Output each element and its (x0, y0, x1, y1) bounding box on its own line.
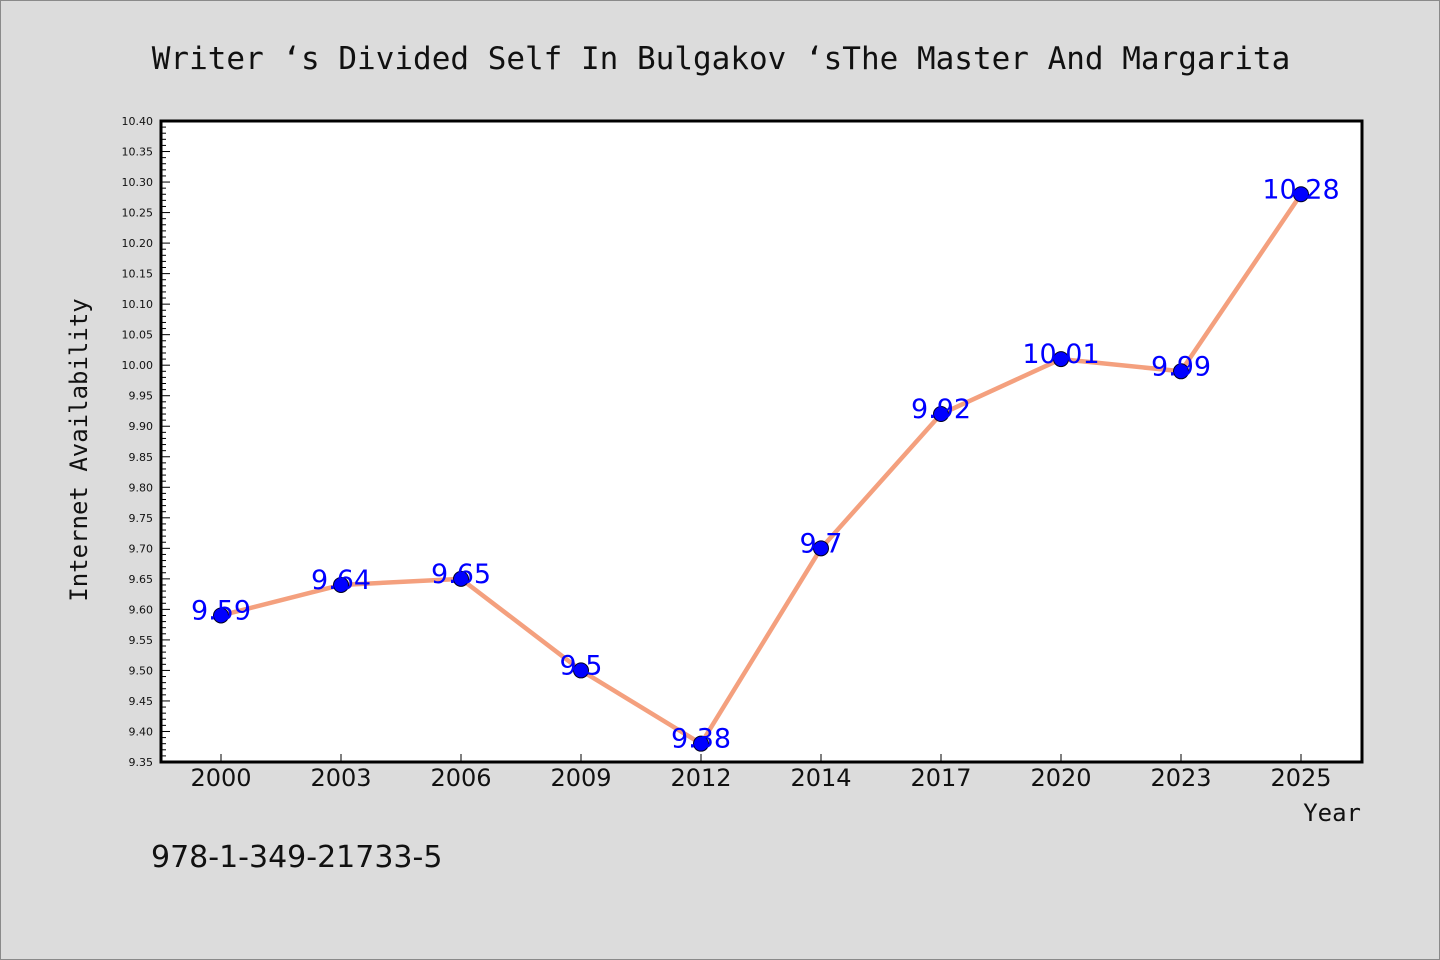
y-axis-label: Internet Availability (65, 298, 93, 601)
data-point (1293, 186, 1309, 203)
plot-area (159, 119, 1364, 764)
data-label: 9.64 (311, 565, 371, 596)
y-tick-label: 10.25 (122, 207, 154, 220)
y-tick-label: 10.05 (122, 329, 154, 342)
y-tick-label: 10.20 (122, 237, 154, 250)
y-axis: 9.35 9.40 9.45 9.50 9.55 9.60 9.65 9.70 9.75 9.80… (122, 115, 170, 769)
x-tick-label: 2012 (670, 764, 731, 792)
data-label: 9.99 (1151, 351, 1211, 382)
y-tick-label: 9.40 (129, 725, 154, 738)
data-point (693, 735, 709, 752)
data-label: 9.92 (911, 394, 971, 425)
x-tick-label: 2014 (790, 764, 851, 792)
x-tick-label: 2009 (550, 764, 611, 792)
x-tick-label: 2020 (1030, 764, 1091, 792)
x-tick-label: 2003 (310, 764, 371, 792)
y-tick-label: 9.70 (129, 542, 154, 555)
data-label: 9.59 (191, 595, 251, 626)
data-label: 9.65 (431, 559, 491, 590)
y-tick-label: 9.55 (129, 634, 154, 647)
y-tick-label: 10.00 (122, 359, 154, 372)
data-point (573, 662, 589, 679)
y-tick-label: 9.75 (129, 512, 154, 525)
data-point (1053, 351, 1069, 368)
x-tick-label: 2025 (1270, 764, 1331, 792)
y-tick-label: 9.50 (129, 664, 154, 677)
x-tick-label: 2023 (1150, 764, 1211, 792)
y-tick-label: 9.90 (129, 420, 154, 433)
y-tick-label: 10.35 (122, 146, 154, 159)
x-axis-label: Year (1303, 799, 1361, 827)
data-point (1173, 363, 1189, 380)
data-point (333, 576, 349, 593)
y-tick-label: 9.60 (129, 603, 154, 616)
series-group: 9.59 9.64 9.65 9.5 9.38 9.7 9.92 10.01 9.99 10.28 (191, 174, 1340, 754)
y-tick-label: 10.10 (122, 298, 154, 311)
data-point (453, 570, 469, 587)
y-tick-label: 9.95 (129, 390, 154, 403)
data-label: 10.01 (1022, 339, 1099, 370)
data-label: 9.7 (800, 528, 843, 559)
isbn-footnote: 978-1-349-21733-5 (151, 840, 442, 875)
y-tick-label: 10.15 (122, 268, 154, 281)
x-tick-label: 2006 (430, 764, 491, 792)
data-point (933, 406, 949, 423)
x-tick-label: 2000 (190, 764, 251, 792)
data-point (213, 607, 229, 624)
y-tick-label: 9.35 (129, 756, 154, 769)
data-point (813, 540, 829, 557)
y-tick-label: 9.85 (129, 451, 154, 464)
y-tick-label: 10.40 (122, 115, 154, 128)
y-tick-label: 10.30 (122, 176, 154, 189)
series-line (218, 192, 1304, 746)
y-tick-label: 9.45 (129, 695, 154, 708)
data-label: 10.28 (1262, 174, 1339, 205)
data-label: 9.38 (671, 724, 731, 755)
x-tick-label: 2017 (910, 764, 971, 792)
y-tick-label: 9.80 (129, 481, 154, 494)
data-label: 9.5 (560, 650, 603, 681)
chart-title: Writer ‘s Divided Self In Bulgakov ‘sThe… (152, 41, 1290, 77)
y-tick-label: 9.65 (129, 573, 154, 586)
x-axis: 2000 2003 2006 2009 2012 2014 2017 2020 2023 2025 (190, 754, 1332, 792)
